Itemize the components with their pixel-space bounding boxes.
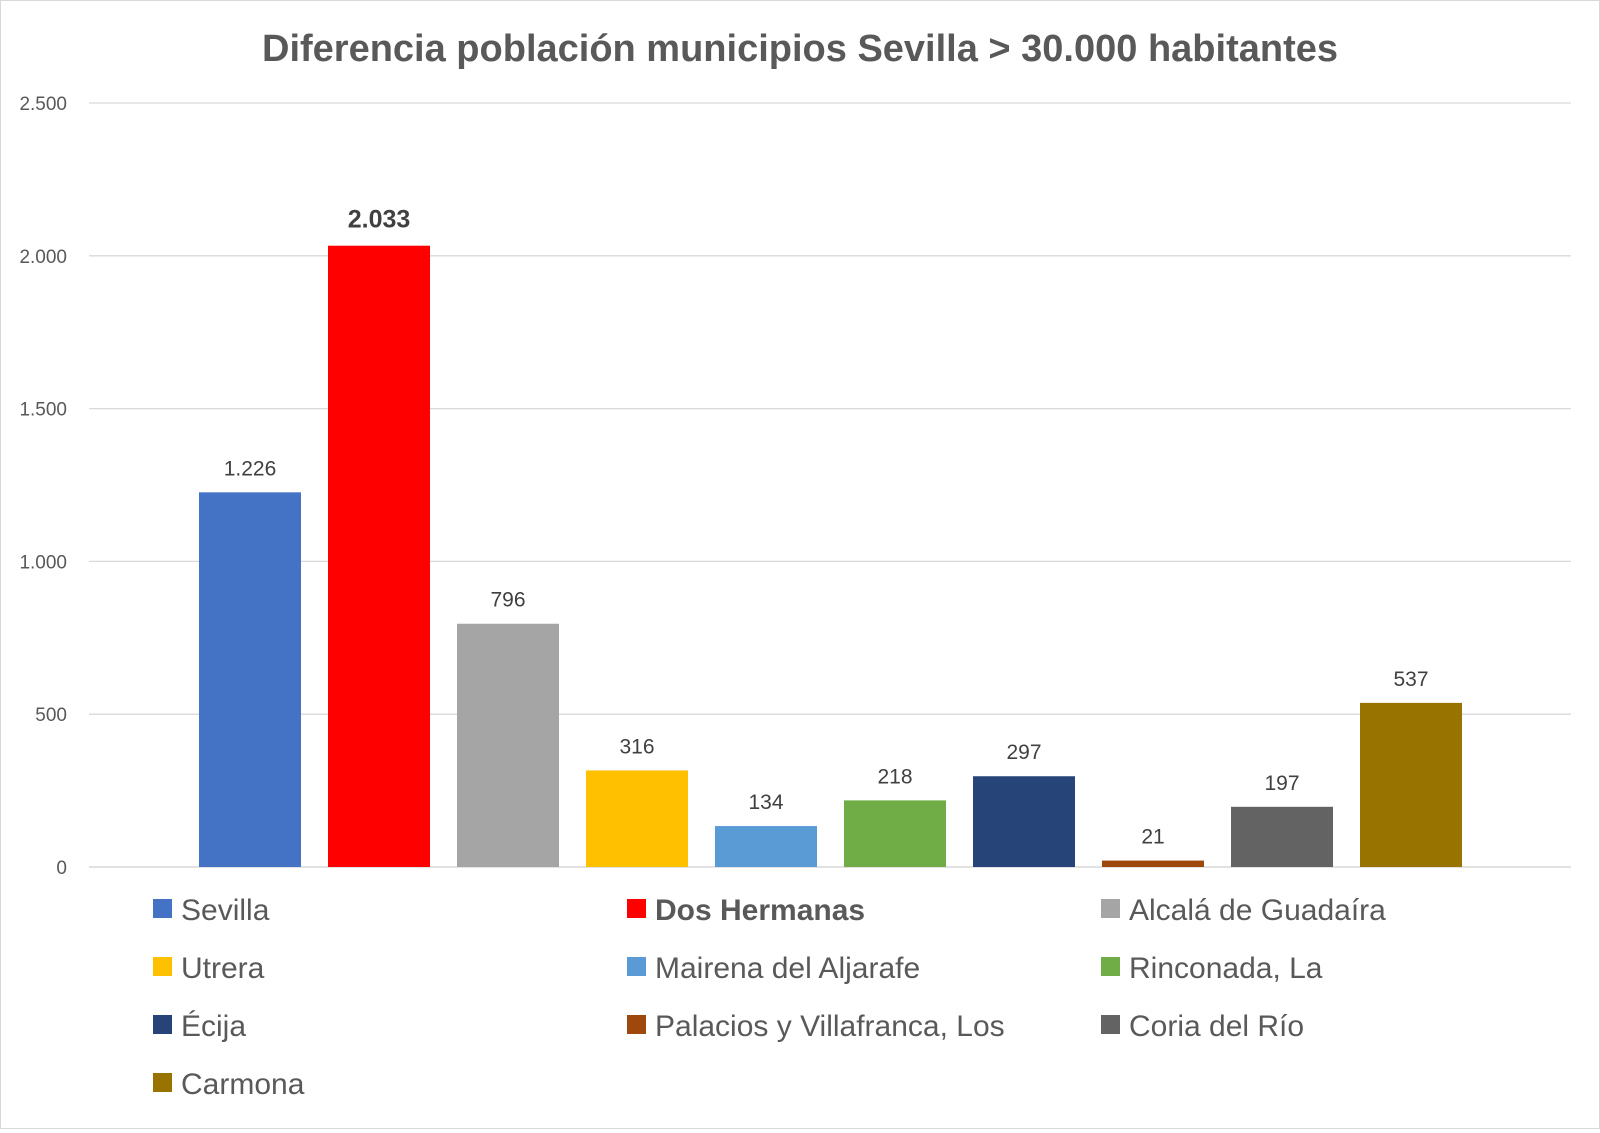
legend-label: Sevilla [181,894,270,927]
y-axis-ticks: 0 500 1.000 1.500 2.000 2.500 [19,94,67,879]
bar-palacios-y-villafranca-los [1102,860,1204,867]
legend-item: Utrera [153,952,265,985]
legend-swatch [627,1015,646,1034]
legend-label: Rinconada, La [1129,952,1323,985]
legend-swatch [153,957,172,976]
data-label: 2.033 [348,206,411,234]
data-label: 537 [1393,668,1428,691]
bar-carmona [1360,702,1462,867]
bar-rinconada-la [844,800,946,867]
legend-item: Mairena del Aljarafe [627,952,920,985]
legend-item: Coria del Río [1101,1010,1304,1043]
data-label: 134 [748,791,783,814]
y-tick-label: 2.000 [19,247,67,268]
legend-item: Rinconada, La [1101,952,1323,985]
legend-swatch [1101,899,1120,918]
chart-title: Diferencia población municipios Sevilla … [262,28,1338,70]
data-label: 197 [1264,772,1299,795]
legend-item: Palacios y Villafranca, Los [627,1010,1005,1043]
legend-item: Sevilla [153,894,270,927]
data-label: 796 [490,589,525,612]
y-tick-label: 2.500 [19,94,67,115]
data-label: 21 [1141,826,1164,849]
bar-écija [973,776,1075,867]
data-label: 1.226 [224,457,277,480]
bar-dos-hermanas [328,245,430,867]
legend-label: Mairena del Aljarafe [655,952,920,985]
legend-swatch [627,957,646,976]
bars [199,245,1462,867]
bar-utrera [586,770,688,867]
legend-swatch [153,1073,172,1092]
legend: Sevilla Dos Hermanas Alcalá de Guadaíra Utr… [153,894,1386,1101]
y-tick-label: 0 [56,858,67,879]
legend-item: Dos Hermanas [627,894,865,927]
legend-item: Alcalá de Guadaíra [1101,894,1386,927]
data-label: 297 [1006,741,1041,764]
legend-item: Carmona [153,1068,305,1101]
y-tick-label: 500 [35,705,67,726]
y-tick-label: 1.500 [19,400,67,421]
data-label: 218 [877,765,912,788]
bar-alcalá-de-guadaíra [457,623,559,867]
data-labels: 1.226 2.033 796 316 134 218 297 21 197 537 [224,206,1429,849]
legend-label: Carmona [181,1068,305,1101]
bar-sevilla [199,492,301,867]
legend-label: Coria del Río [1129,1010,1304,1043]
gridlines [89,102,1571,868]
legend-label: Palacios y Villafranca, Los [655,1010,1005,1043]
legend-label: Dos Hermanas [655,894,865,927]
bar-mairena-del-aljarafe [715,826,817,867]
legend-swatch [153,1015,172,1034]
bar-coria-del-río [1231,806,1333,867]
y-tick-label: 1.000 [19,552,67,573]
legend-label: Écija [181,1010,246,1043]
data-label: 316 [619,735,654,758]
legend-label: Alcalá de Guadaíra [1129,894,1386,927]
legend-swatch [1101,957,1120,976]
legend-item: Écija [153,1010,246,1043]
legend-swatch [1101,1015,1120,1034]
legend-swatch [627,899,646,918]
legend-swatch [153,899,172,918]
legend-label: Utrera [181,952,265,985]
